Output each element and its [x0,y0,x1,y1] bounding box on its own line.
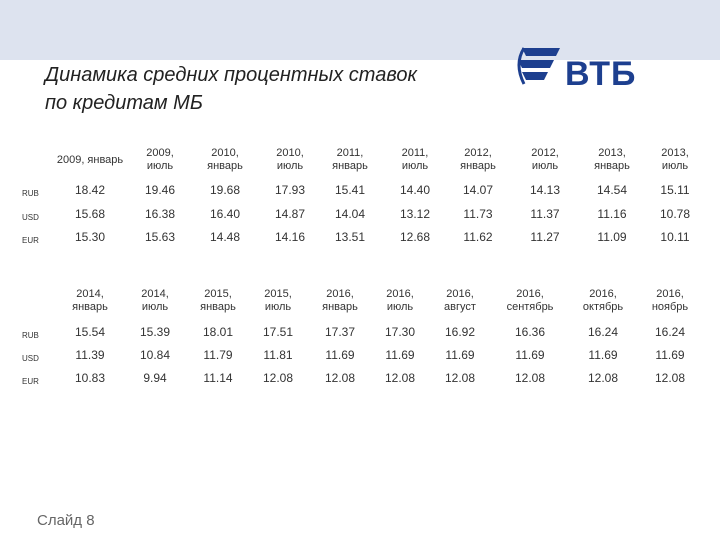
value-cell: 11.09 [597,230,627,244]
value-cell: 15.39 [139,325,171,339]
column-header: 2013, июль [661,147,689,172]
value-cell: 11.69 [655,348,685,362]
value-cell: 14.54 [596,183,628,197]
value-cell: 17.37 [324,325,356,339]
column-header: 2009, январь [56,154,124,166]
column-header: 2012, январь [460,147,496,172]
value-cell: 11.79 [203,348,233,362]
value-cell: 10.78 [659,207,691,221]
value-cell: 11.69 [385,348,415,362]
row-label: USD [22,213,39,222]
value-cell: 11.16 [597,207,627,221]
value-cell: 16.40 [209,207,241,221]
value-cell: 15.41 [334,183,366,197]
value-cell: 10.83 [74,371,106,385]
value-cell: 12.08 [262,371,294,385]
value-cell: 17.30 [384,325,416,339]
value-cell: 14.16 [274,230,306,244]
value-cell: 16.38 [144,207,176,221]
value-cell: 14.04 [334,207,366,221]
value-cell: 11.27 [530,230,560,244]
row-label: RUB [22,189,39,198]
header-band [0,0,720,60]
row-label: RUB [22,331,39,340]
value-cell: 13.51 [334,230,366,244]
column-header: 2016, ноябрь [651,288,689,313]
value-cell: 16.92 [444,325,476,339]
value-cell: 18.01 [202,325,234,339]
value-cell: 16.36 [514,325,546,339]
value-cell: 11.39 [75,348,105,362]
value-cell: 11.62 [463,230,493,244]
column-header: 2014, январь [72,288,108,313]
value-cell: 12.08 [654,371,686,385]
column-header: 2010, июль [276,147,304,172]
value-cell: 15.30 [74,230,106,244]
title: Динамика средних процентных ставок [45,64,417,86]
value-cell: 10.84 [139,348,171,362]
value-cell: 11.69 [325,348,355,362]
value-cell: 12.08 [324,371,356,385]
value-cell: 17.51 [262,325,294,339]
value-cell: 14.40 [399,183,431,197]
value-cell: 14.07 [462,183,494,197]
column-header: 2015, январь [200,288,236,313]
column-header: 2016, июль [386,288,414,313]
value-cell: 10.11 [660,230,690,244]
value-cell: 18.42 [74,183,106,197]
value-cell: 12.08 [384,371,416,385]
value-cell: 16.24 [587,325,619,339]
column-header: 2014, июль [141,288,169,313]
value-cell: 12.68 [399,230,431,244]
column-header: 2013, январь [594,147,630,172]
row-label: EUR [22,236,39,245]
value-cell: 19.46 [144,183,176,197]
column-header: 2009, июль [146,147,174,172]
value-cell: 15.63 [144,230,176,244]
column-header: 2011, июль [401,147,429,172]
slide-number: Слайд 8 [37,512,95,529]
logo-text: ВТБ [565,55,637,93]
value-cell: 19.68 [209,183,241,197]
column-header: 2015, июль [264,288,292,313]
value-cell: 11.37 [530,207,560,221]
row-label: EUR [22,377,39,386]
value-cell: 14.87 [274,207,306,221]
value-cell: 11.69 [515,348,545,362]
column-header: 2016, сентябрь [506,288,554,313]
value-cell: 15.68 [74,207,106,221]
logo-icon [517,47,560,85]
column-header: 2011, январь [332,147,368,172]
value-cell: 11.69 [445,348,475,362]
title: по кредитам МБ [45,92,203,114]
value-cell: 13.12 [399,207,431,221]
value-cell: 15.54 [74,325,106,339]
value-cell: 9.94 [143,371,167,385]
column-header: 2016, январь [322,288,358,313]
row-label: USD [22,354,39,363]
value-cell: 15.11 [660,183,690,197]
value-cell: 14.13 [529,183,561,197]
value-cell: 12.08 [587,371,619,385]
value-cell: 14.48 [209,230,241,244]
value-cell: 11.73 [463,207,493,221]
value-cell: 16.24 [654,325,686,339]
column-header: 2016, октябрь [582,288,624,313]
column-header: 2016, август [444,288,476,313]
value-cell: 12.08 [514,371,546,385]
column-header: 2012, июль [531,147,559,172]
value-cell: 12.08 [444,371,476,385]
value-cell: 11.69 [588,348,618,362]
value-cell: 17.93 [274,183,306,197]
column-header: 2010, январь [207,147,243,172]
value-cell: 11.14 [203,371,233,385]
value-cell: 11.81 [263,348,293,362]
